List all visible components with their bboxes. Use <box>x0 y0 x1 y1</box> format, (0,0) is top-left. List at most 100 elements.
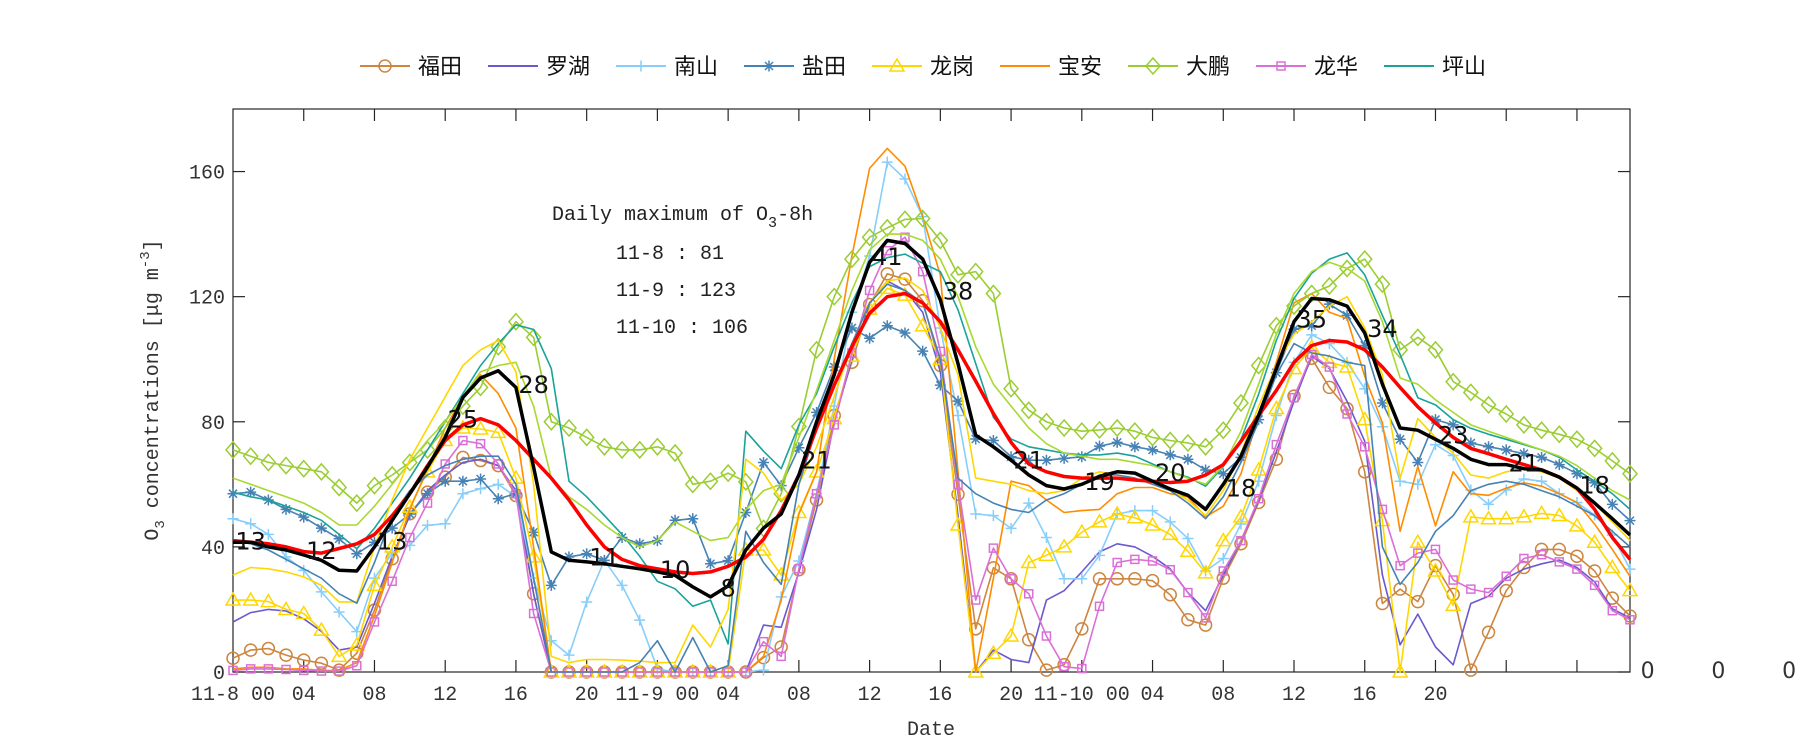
diamond-marker <box>1356 249 1373 269</box>
circle-marker <box>1411 594 1425 609</box>
series-龙华 <box>228 232 1635 677</box>
diamond-marker <box>1073 422 1090 441</box>
diamond-marker <box>543 412 560 431</box>
diamond-marker <box>720 463 737 483</box>
diamond-marker <box>1091 420 1108 440</box>
asterisk-marker <box>351 548 363 560</box>
series-line <box>232 217 1631 530</box>
x-axis-label: Date <box>907 719 955 742</box>
asterisk-marker <box>439 475 451 487</box>
asterisk-marker <box>1129 441 1141 453</box>
plus-marker <box>1447 450 1459 462</box>
asterisk-marker <box>634 538 646 550</box>
plus-marker <box>1217 552 1229 564</box>
triangle-marker <box>1391 663 1409 678</box>
square-marker <box>1218 566 1229 576</box>
legend-item: 宝安 <box>1000 55 1102 80</box>
asterisk-marker <box>1518 448 1530 460</box>
square-marker <box>1059 661 1069 672</box>
asterisk-marker <box>1376 397 1388 409</box>
point-label: 34 <box>1367 315 1398 343</box>
asterisk-marker <box>1093 440 1105 452</box>
circle-marker <box>226 651 240 665</box>
diamond-marker <box>1197 437 1214 456</box>
triangle-marker <box>1250 461 1267 476</box>
plus-marker <box>1412 478 1424 490</box>
asterisk-marker <box>1465 437 1477 449</box>
square-marker <box>1395 560 1405 571</box>
triangle-marker <box>348 636 366 651</box>
triangle-marker <box>1073 523 1091 538</box>
plus-marker <box>1483 498 1495 510</box>
asterisk-marker <box>422 488 434 500</box>
square-marker <box>1094 601 1105 612</box>
plus-marker <box>1164 516 1176 528</box>
legend-item: 龙华 <box>1256 55 1358 80</box>
daily-max-annotation: Daily maximum of O3-8h 11-8 : 81 11-9 : … <box>552 204 813 340</box>
point-label: 13 <box>235 528 266 556</box>
asterisk-marker <box>1553 459 1565 471</box>
diamond-marker <box>1374 275 1391 294</box>
triangle-marker <box>401 498 419 513</box>
x-tick-label: 16 <box>1353 684 1377 707</box>
circle-marker <box>1163 587 1177 602</box>
asterisk-marker <box>545 579 557 591</box>
circle-marker <box>1092 572 1107 586</box>
asterisk-marker <box>917 345 929 357</box>
asterisk-marker <box>1536 451 1548 463</box>
square-marker <box>864 285 875 296</box>
asterisk-marker <box>722 555 734 567</box>
diamond-marker <box>967 262 984 281</box>
triangle-marker <box>1586 533 1603 548</box>
asterisk-marker <box>298 511 310 523</box>
asterisk-marker <box>1447 419 1459 431</box>
circle-marker <box>1587 564 1602 578</box>
square-marker <box>1324 362 1335 372</box>
square-marker <box>263 664 274 674</box>
diamond-marker <box>684 475 701 494</box>
square-marker <box>1466 584 1476 594</box>
x-tick-label: 16 <box>504 684 528 707</box>
plus-marker <box>475 483 487 495</box>
triangle-marker <box>1515 508 1533 523</box>
plot-area-frame <box>232 108 1631 673</box>
triangle-marker <box>1161 525 1179 541</box>
asterisk-marker <box>1341 309 1353 321</box>
diamond-marker <box>1003 379 1020 398</box>
diamond-marker <box>702 472 719 491</box>
diamond-marker <box>278 456 295 475</box>
asterisk-marker <box>881 320 893 332</box>
x-tick-label: 11-10 00 <box>1034 684 1130 707</box>
triangle-marker <box>1568 517 1586 532</box>
series-坪山 <box>232 252 1631 645</box>
series-南山 <box>227 156 1636 678</box>
square-marker <box>1165 564 1175 575</box>
annotation-line: 11-8 : 81 <box>616 243 724 266</box>
diamond-marker <box>1162 431 1179 450</box>
point-label: 21 <box>1509 449 1540 477</box>
circle-marker <box>1375 596 1390 611</box>
legend-item: 坪山 <box>1384 55 1486 80</box>
point-label: 11 <box>589 543 620 571</box>
x-tick-label: 04 <box>716 684 740 707</box>
point-label: 21 <box>801 446 832 474</box>
diamond-marker <box>1126 422 1143 441</box>
diamond-marker <box>1038 412 1055 431</box>
x-tick-label: 16 <box>928 684 952 707</box>
circle-marker <box>1357 465 1372 479</box>
asterisk-marker <box>598 554 610 566</box>
series-line <box>232 277 1631 664</box>
point-label: 8 <box>720 575 735 603</box>
circle-marker <box>261 641 276 656</box>
x-tick-label: 0 <box>1641 659 1655 684</box>
series-line <box>232 291 1632 576</box>
plus-marker <box>899 173 911 185</box>
square-marker <box>723 667 733 677</box>
square-marker <box>688 667 698 677</box>
diamond-marker <box>225 440 241 460</box>
asterisk-marker <box>811 406 823 418</box>
asterisk-marker <box>763 60 775 72</box>
diamond-marker <box>896 210 913 229</box>
square-marker <box>422 498 433 508</box>
